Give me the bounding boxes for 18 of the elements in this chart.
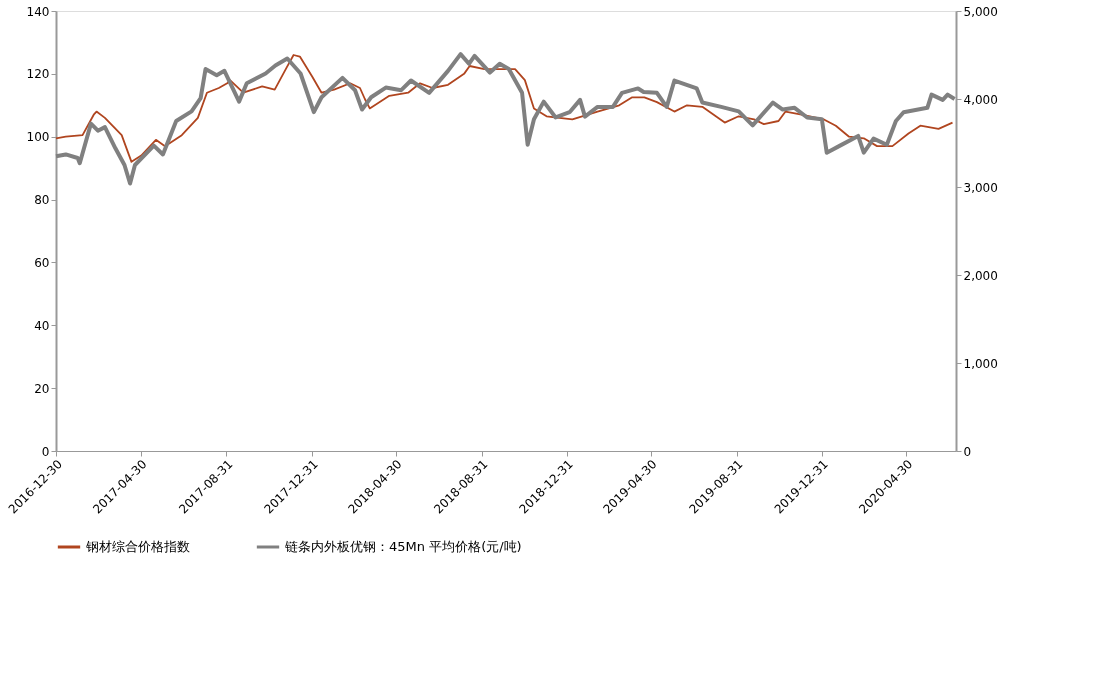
y2-tick-label: 5,000 — [963, 4, 998, 19]
y-tick-label: 80 — [34, 193, 50, 208]
line-series — [54, 52, 957, 186]
y-tick-label: 140 — [26, 4, 50, 19]
y2-tick-label: 1,000 — [963, 356, 998, 371]
y-tick-label: 100 — [26, 130, 50, 145]
line-series — [55, 54, 954, 163]
y2-tick-label: 4,000 — [963, 92, 998, 107]
y-tick-label: 40 — [34, 318, 50, 333]
y2-tick-label: 2,000 — [963, 268, 998, 283]
y-tick-label: 60 — [34, 255, 50, 270]
y-tick-label: 0 — [41, 444, 50, 459]
legend-label: 钢材综合价格指数 — [85, 539, 190, 554]
y-tick-label: 120 — [26, 67, 50, 82]
y2-tick-label: 3,000 — [963, 180, 998, 195]
y-tick-label: 20 — [34, 381, 50, 396]
y2-tick-label: 0 — [963, 444, 972, 459]
legend-label: 链条内外板优钢：45Mn 平均价格(元/吨) — [284, 539, 522, 554]
